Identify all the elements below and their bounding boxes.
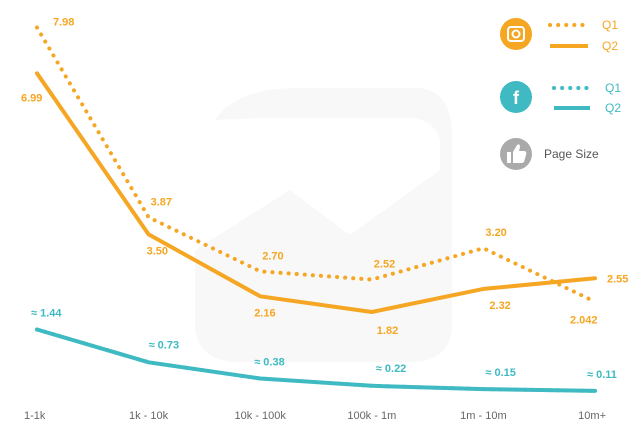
x-tick-label: 10k - 100k — [235, 410, 287, 422]
data-label-instagram-q1: 2.52 — [374, 259, 395, 271]
x-tick-label: 10m+ — [578, 410, 606, 422]
data-label-facebook-q1: ≈ 0.73 — [149, 339, 180, 351]
x-tick-label: 1m - 10m — [460, 410, 506, 422]
x-tick-label: 100k - 1m — [347, 410, 396, 422]
legend: Q1 Q2 f Q1 Q2 Page Size — [500, 18, 621, 170]
data-label-instagram-q2: 2.32 — [489, 300, 510, 312]
x-tick-label: 1-1k — [24, 410, 46, 422]
data-label-instagram-q1: 3.87 — [151, 196, 172, 208]
data-label-instagram-q2: 3.50 — [147, 245, 168, 257]
series-instagram-q1-line — [35, 25, 597, 304]
data-label-instagram-q2: 6.99 — [21, 92, 42, 104]
instagram-icon — [500, 18, 532, 50]
legend-facebook-q1-label: Q1 — [605, 81, 621, 95]
instagram-icon-camera — [507, 26, 525, 42]
data-label-layer: 7.98 3.87 2.70 2.52 3.20 2.042 6.99 3.50 2.16 1.8… — [21, 17, 628, 381]
data-label-instagram-q1: 7.98 — [53, 17, 74, 29]
facebook-icon — [500, 81, 532, 113]
data-label-facebook-q1: ≈ 0.38 — [254, 357, 285, 369]
data-label-instagram-q2: 2.55 — [607, 273, 628, 285]
data-label-facebook-q1: ≈ 0.11 — [587, 369, 617, 381]
series-instagram-q2-line — [35, 71, 597, 314]
data-label-instagram-q1: 3.20 — [485, 227, 506, 239]
data-label-facebook-q1: ≈ 1.44 — [31, 308, 62, 320]
legend-page-size: Page Size — [500, 138, 599, 170]
legend-page-size-label: Page Size — [544, 147, 599, 161]
facebook-icon-glyph: f — [513, 88, 520, 108]
x-axis-ticks: 1-1k 1k - 10k 10k - 100k 100k - 1m 1m - 10m 1… — [24, 410, 606, 422]
legend-facebook: f Q1 Q2 — [500, 81, 621, 115]
x-tick-label: 1k - 10k — [129, 410, 169, 422]
thumbs-up-glyph — [507, 144, 527, 163]
data-label-instagram-q1: 2.70 — [262, 250, 283, 262]
series-layer — [35, 25, 597, 393]
data-label-instagram-q2: 2.16 — [254, 307, 275, 319]
data-label-instagram-q2: 1.82 — [377, 325, 398, 337]
watermark-logo — [195, 88, 452, 362]
legend-facebook-q2-label: Q2 — [605, 101, 621, 115]
instagram-icon-lens — [511, 29, 521, 39]
series-facebook-q1-line — [35, 327, 597, 393]
data-label-facebook-q1: ≈ 0.15 — [485, 367, 516, 379]
legend-instagram-q1-label: Q1 — [602, 18, 618, 32]
data-label-instagram-q1: 2.042 — [570, 315, 598, 327]
data-label-facebook-q1: ≈ 0.22 — [376, 363, 407, 375]
legend-instagram-q2-label: Q2 — [602, 39, 618, 53]
legend-instagram: Q1 Q2 — [500, 18, 618, 53]
